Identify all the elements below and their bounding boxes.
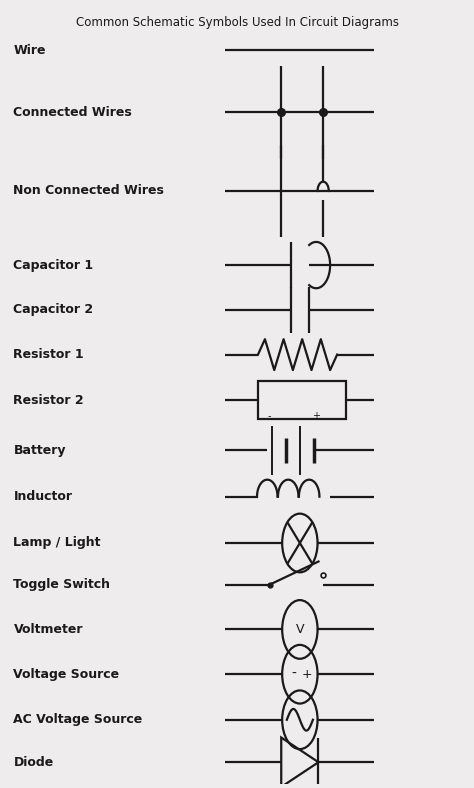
Text: Resistor 1: Resistor 1	[13, 348, 84, 361]
Text: Lamp / Light: Lamp / Light	[13, 537, 101, 549]
Bar	[258, 381, 346, 419]
Text: Common Schematic Symbols Used In Circuit Diagrams: Common Schematic Symbols Used In Circuit…	[75, 16, 399, 28]
Text: -: -	[268, 411, 271, 421]
Text: Inductor: Inductor	[13, 490, 73, 504]
Text: Capacitor 2: Capacitor 2	[13, 303, 93, 316]
Text: Connected Wires: Connected Wires	[13, 106, 132, 119]
Text: Diode: Diode	[13, 756, 54, 769]
Text: Wire: Wire	[13, 44, 46, 57]
Text: Battery: Battery	[13, 444, 66, 457]
Text: Voltmeter: Voltmeter	[13, 623, 83, 636]
Text: Non Connected Wires: Non Connected Wires	[13, 184, 164, 198]
Text: +: +	[301, 667, 312, 681]
Text: Voltage Source: Voltage Source	[13, 667, 119, 681]
Text: -: -	[292, 667, 296, 681]
Text: Toggle Switch: Toggle Switch	[13, 578, 110, 591]
Text: Capacitor 1: Capacitor 1	[13, 258, 93, 272]
Text: AC Voltage Source: AC Voltage Source	[13, 713, 143, 727]
Text: +: +	[312, 411, 320, 421]
Text: Resistor 2: Resistor 2	[13, 394, 84, 407]
Text: V: V	[296, 623, 304, 636]
